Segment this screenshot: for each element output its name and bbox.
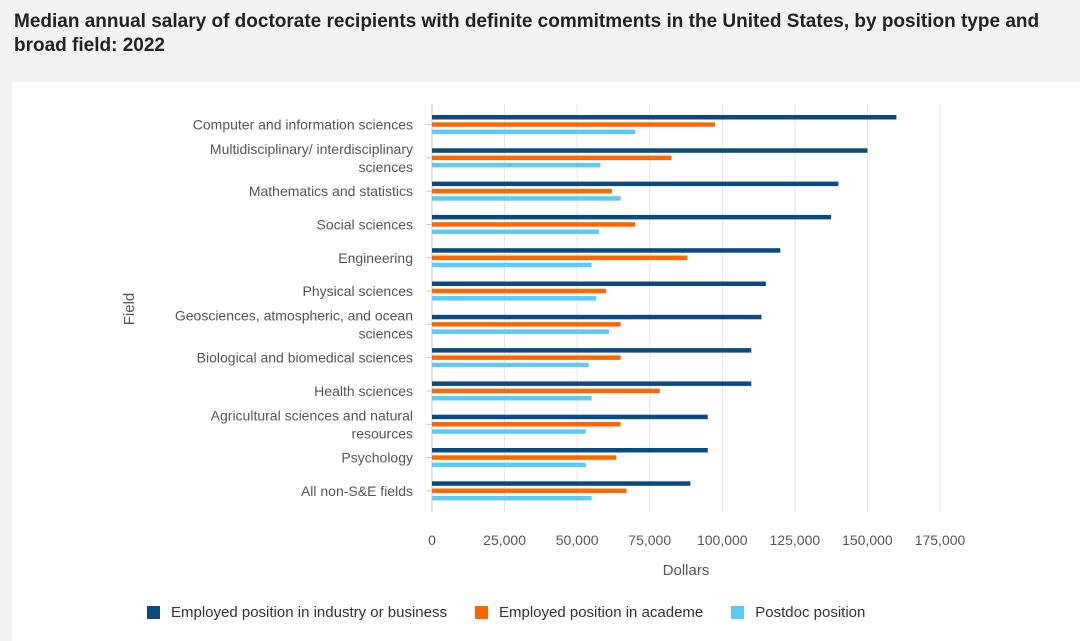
legend-item[interactable]: Employed position in industry or busines… — [147, 604, 447, 621]
legend-label: Postdoc position — [755, 604, 866, 621]
bar — [432, 222, 636, 227]
legend-swatch — [474, 606, 488, 619]
bar — [432, 196, 621, 201]
bar — [432, 414, 708, 420]
x-tick-label: 100,000 — [697, 532, 748, 548]
category-label: resources — [352, 425, 413, 441]
category-label: Physical sciences — [303, 283, 414, 299]
bar — [432, 129, 636, 135]
bar — [432, 214, 832, 220]
bar — [432, 495, 592, 501]
category-label: Multidisciplinary/ interdisciplinary — [210, 141, 413, 157]
category-label: Psychology — [341, 450, 413, 466]
bar — [432, 448, 708, 453]
bar — [432, 462, 586, 468]
chart-legend: Employed position in industry or busines… — [147, 604, 893, 621]
category-label: Geosciences, atmospheric, and ocean — [175, 307, 413, 323]
legend-swatch — [147, 606, 160, 619]
category-label: Mathematics and statistics — [249, 183, 413, 199]
bar — [432, 181, 839, 187]
bar — [432, 148, 868, 153]
category-label: All non-S&E fields — [301, 483, 413, 499]
x-tick-label: 25,000 — [483, 532, 526, 548]
bar — [432, 348, 752, 353]
bar — [432, 362, 589, 368]
bar — [432, 122, 716, 127]
x-tick-label: 150,000 — [842, 532, 893, 548]
x-tick-label: 50,000 — [556, 532, 599, 548]
category-label: Agricultural sciences and natural — [211, 407, 413, 423]
bar — [432, 381, 752, 386]
legend-item[interactable]: Postdoc position — [731, 604, 865, 621]
x-tick-label: 125,000 — [770, 532, 821, 548]
category-label: Computer and information sciences — [193, 117, 413, 133]
category-label: sciences — [359, 325, 413, 341]
bar — [432, 255, 688, 260]
bar — [432, 288, 607, 294]
category-label: Engineering — [338, 250, 413, 266]
bar — [432, 188, 612, 194]
bar — [432, 455, 617, 460]
x-axis-title: Dollars — [663, 562, 710, 579]
bar — [432, 314, 762, 320]
legend-swatch — [731, 606, 745, 619]
bar — [432, 329, 610, 334]
x-tick-label: 0 — [428, 532, 436, 548]
bar — [432, 155, 672, 161]
bar — [432, 422, 621, 427]
bar — [432, 322, 621, 327]
bar — [432, 248, 781, 253]
bar — [432, 296, 597, 301]
bar — [432, 388, 660, 394]
bar — [432, 262, 592, 268]
legend-item[interactable]: Employed position in academe — [474, 604, 704, 621]
legend-label: Employed position in academe — [498, 604, 704, 621]
chart-title: Median annual salary of doctorate recipi… — [14, 11, 1040, 56]
x-tick-label: 175,000 — [915, 532, 966, 548]
bar — [432, 396, 592, 401]
category-label: Social sciences — [317, 216, 414, 232]
category-label: Biological and biomedical sciences — [197, 350, 413, 366]
bar — [432, 488, 627, 494]
bar — [432, 162, 601, 168]
category-label: sciences — [359, 159, 413, 175]
y-axis-title: Field — [121, 293, 138, 326]
bar — [432, 429, 586, 434]
category-label: Health sciences — [314, 383, 413, 399]
legend-label: Employed position in industry or busines… — [171, 604, 447, 621]
bar — [432, 115, 897, 120]
bar — [432, 481, 691, 486]
chart-card: Computer and information sciences Multidi… — [12, 82, 1080, 641]
bar — [432, 355, 621, 360]
bar — [432, 229, 599, 234]
x-tick-label: 75,000 — [628, 532, 671, 548]
bar — [432, 281, 766, 286]
bar-chart: Computer and information sciences Multidi… — [121, 104, 966, 579]
